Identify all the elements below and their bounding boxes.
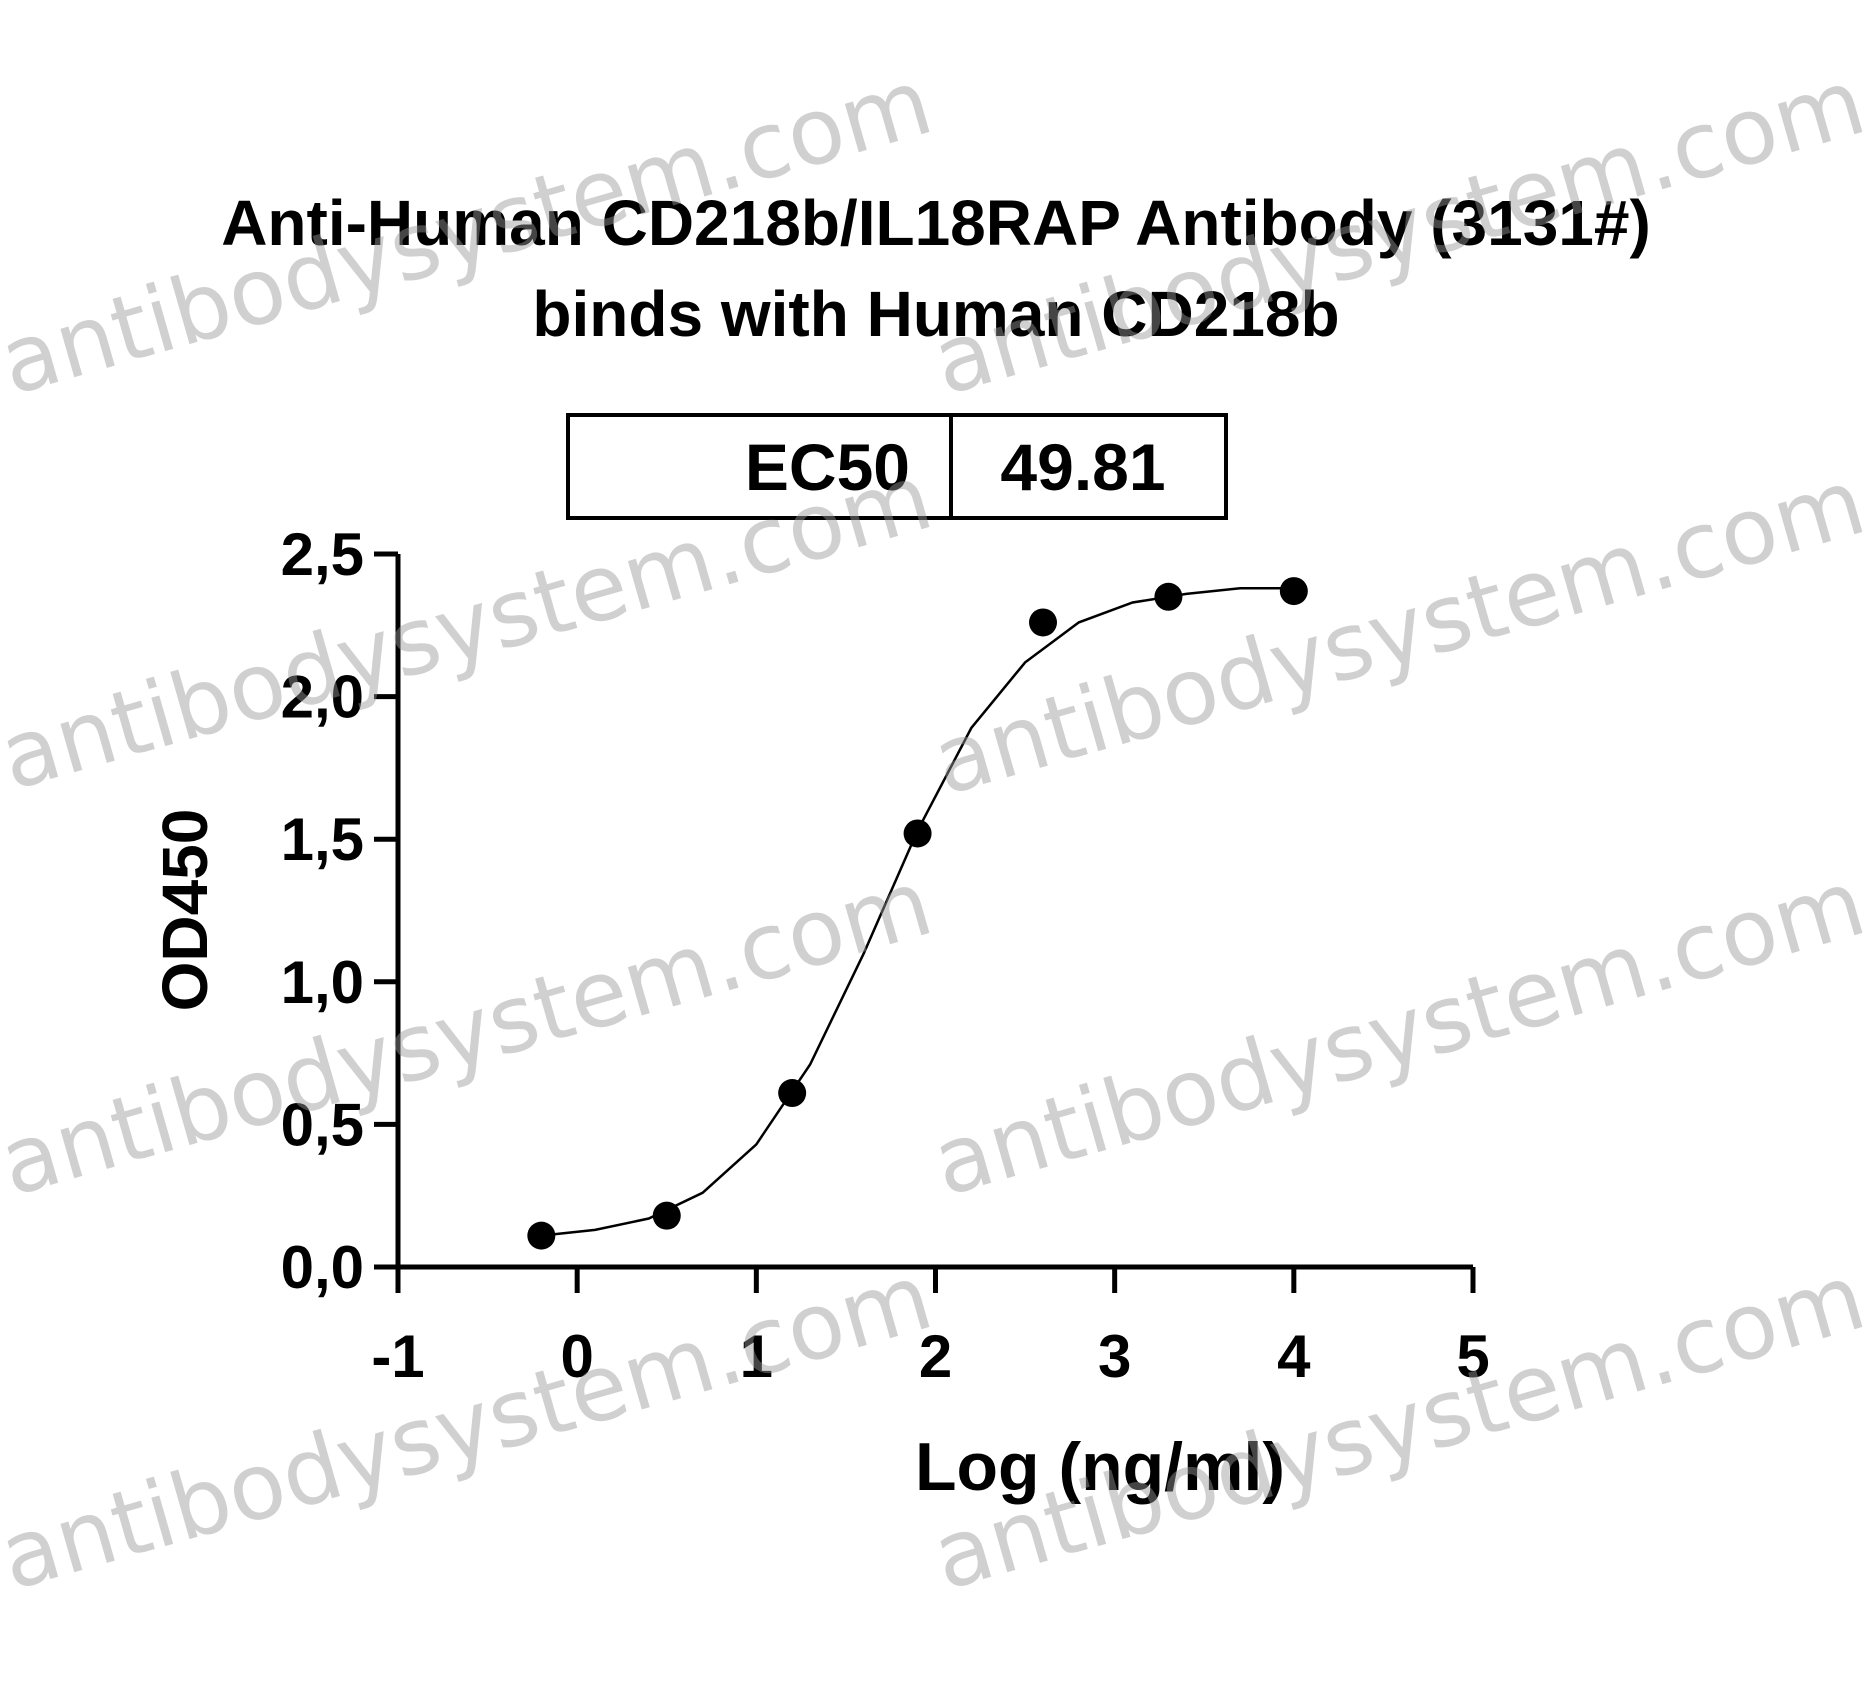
data-point [1279,577,1308,606]
x-tick-label: -1 [371,1323,424,1390]
y-tick-label: 2,0 [281,664,364,731]
x-tick-label: 4 [1277,1323,1311,1390]
data-point [903,819,932,848]
x-tick-label: 3 [1098,1323,1131,1390]
ec50-value: 49.81 [1000,430,1165,504]
data-point [1029,608,1057,637]
data-point [1154,582,1183,611]
x-axis-label: Log (ng/ml) [915,1429,1285,1505]
watermark: antibodysystem.com [922,849,1873,1217]
y-axis-label: OD450 [149,809,221,1012]
watermark: antibodysystem.com [0,1243,943,1611]
watermark: antibodysystem.com [0,443,943,811]
x-tick-label: 5 [1456,1323,1489,1390]
y-tick-label: 2,5 [281,521,364,588]
data-point [527,1221,556,1250]
chart-title: binds with Human CD218b [532,278,1339,350]
y-tick-label: 0,0 [281,1234,364,1301]
data-point [652,1201,681,1230]
watermark: antibodysystem.com [922,1243,1873,1611]
watermark: antibodysystem.com [0,849,943,1217]
x-tick-label: 1 [740,1323,773,1390]
y-tick-label: 0,5 [281,1091,364,1158]
chart-title: Anti-Human CD218b/IL18RAP Antibody (3131… [221,187,1651,259]
y-tick-label: 1,5 [281,806,364,873]
ec50-label: EC50 [745,430,910,504]
y-tick-label: 1,0 [281,949,364,1016]
x-tick-label: 0 [560,1323,593,1390]
data-point [778,1079,807,1108]
ec50-box [566,413,1228,520]
x-tick-label: 2 [919,1323,952,1390]
